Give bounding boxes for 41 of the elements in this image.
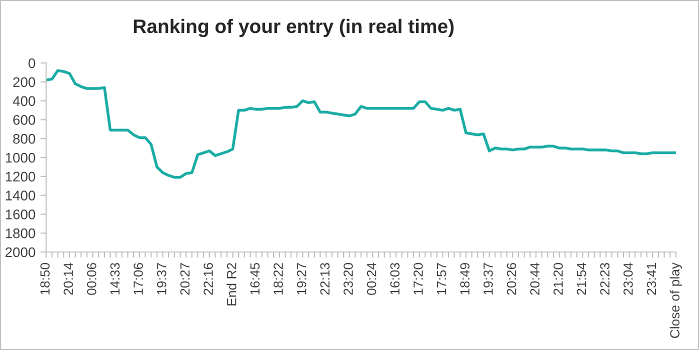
y-tick-label: 400 — [12, 96, 36, 106]
y-tick-label: 2000 — [6, 247, 36, 258]
x-tick-label: 22:13 — [320, 262, 330, 295]
x-tick-label: 00:24 — [366, 262, 376, 295]
y-tick-label: 1000 — [6, 152, 36, 163]
y-tick-label: 200 — [13, 77, 36, 88]
x-tick-label: 18:49 — [460, 263, 470, 294]
x-tick-label: 22:16 — [204, 262, 213, 295]
x-tick-label: 21:54 — [576, 262, 586, 295]
x-tick-label: 20:44 — [530, 262, 540, 295]
x-tick-label: 17:20 — [414, 262, 423, 294]
x-tick-label: Close of play — [670, 262, 682, 338]
x-tick-label: 17:57 — [437, 263, 446, 294]
x-tick-label: 19:37 — [484, 263, 493, 294]
x-tick-label: 16:45 — [250, 262, 260, 294]
x-tick-label: 19:37 — [156, 263, 166, 294]
y-tick-label: 1400 — [6, 190, 36, 200]
x-tick-label: 00:06 — [86, 262, 96, 295]
x-tick-label: 23:20 — [344, 262, 353, 295]
x-tick-label: 20:27 — [180, 263, 190, 295]
x-tick-label: 23:41 — [646, 263, 656, 295]
y-tick-label: 1800 — [6, 228, 36, 238]
x-tick-label: 20:26 — [506, 262, 516, 295]
x-tick-label: 14:33 — [110, 262, 120, 294]
x-tick-label: 23:04 — [623, 262, 633, 295]
y-tick-label: 0 — [28, 58, 36, 68]
chart-title: Ranking of your entry (in real time) — [134, 18, 454, 38]
x-tick-label: 16:03 — [390, 262, 400, 294]
y-tick-label: 600 — [13, 115, 36, 125]
line-series — [46, 69, 676, 179]
y-tick-label: 1200 — [6, 172, 36, 182]
x-tick-label: 19:27 — [296, 263, 306, 294]
x-tick-label: 18:22 — [274, 263, 283, 294]
y-tick-label: 800 — [13, 134, 36, 144]
x-tick-label: 17:06 — [134, 262, 143, 294]
x-tick-label: 18:50 — [40, 262, 50, 294]
x-tick-label: 22:23 — [600, 262, 610, 295]
y-tick-label: 1600 — [6, 210, 36, 220]
x-tick-label: 21:20 — [554, 262, 563, 295]
x-tick-label: 20:14 — [64, 262, 73, 295]
x-tick-label: End R2 — [226, 263, 236, 306]
